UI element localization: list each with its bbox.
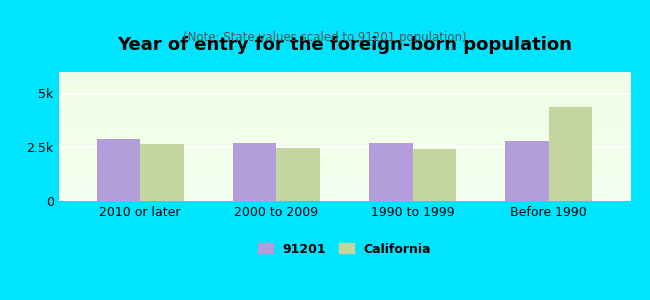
Bar (549, 107, 592, 201)
Legend: 91201, California: 91201, California (252, 236, 437, 262)
Bar (276, 148, 320, 201)
Bar (140, 144, 184, 201)
Bar (413, 149, 456, 201)
Title: Year of entry for the foreign-born population: Year of entry for the foreign-born popul… (117, 36, 572, 54)
Bar (505, 141, 549, 201)
Bar (97, 139, 140, 201)
Text: (Note: State values scaled to 91201 population): (Note: State values scaled to 91201 popu… (183, 32, 467, 44)
Bar (233, 143, 276, 201)
Bar (369, 143, 413, 201)
